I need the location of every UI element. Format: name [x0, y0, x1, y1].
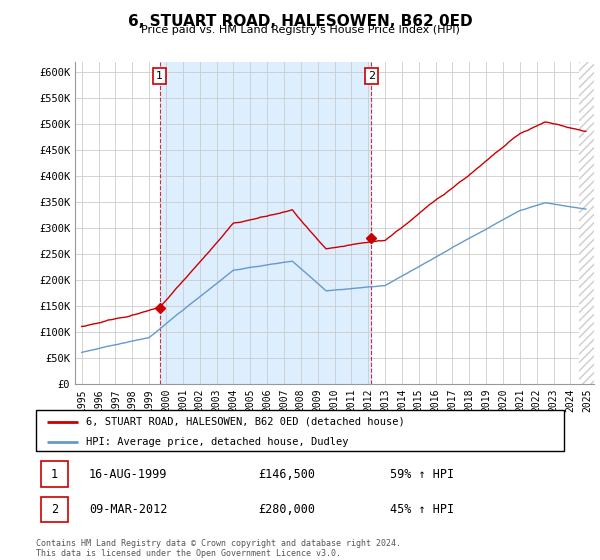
- Bar: [160, 62, 371, 384]
- Text: £146,500: £146,500: [258, 468, 315, 480]
- Text: Price paid vs. HM Land Registry's House Price Index (HPI): Price paid vs. HM Land Registry's House …: [140, 25, 460, 35]
- Bar: [579, 62, 594, 384]
- Bar: [579, 62, 594, 384]
- Text: 2: 2: [51, 502, 58, 516]
- Text: 16-AUG-1999: 16-AUG-1999: [89, 468, 167, 480]
- Text: HPI: Average price, detached house, Dudley: HPI: Average price, detached house, Dudl…: [86, 437, 349, 447]
- Text: 09-MAR-2012: 09-MAR-2012: [89, 502, 167, 516]
- FancyBboxPatch shape: [41, 461, 68, 487]
- Text: 6, STUART ROAD, HALESOWEN, B62 0ED (detached house): 6, STUART ROAD, HALESOWEN, B62 0ED (deta…: [86, 417, 405, 427]
- Text: Contains HM Land Registry data © Crown copyright and database right 2024.
This d: Contains HM Land Registry data © Crown c…: [36, 539, 401, 558]
- Text: £280,000: £280,000: [258, 502, 315, 516]
- FancyBboxPatch shape: [36, 410, 564, 451]
- Text: 59% ↑ HPI: 59% ↑ HPI: [390, 468, 454, 480]
- Text: 6, STUART ROAD, HALESOWEN, B62 0ED: 6, STUART ROAD, HALESOWEN, B62 0ED: [128, 14, 472, 29]
- Text: 1: 1: [51, 468, 58, 480]
- Text: 2: 2: [368, 71, 375, 81]
- FancyBboxPatch shape: [41, 497, 68, 521]
- Text: 45% ↑ HPI: 45% ↑ HPI: [390, 502, 454, 516]
- Text: 1: 1: [156, 71, 163, 81]
